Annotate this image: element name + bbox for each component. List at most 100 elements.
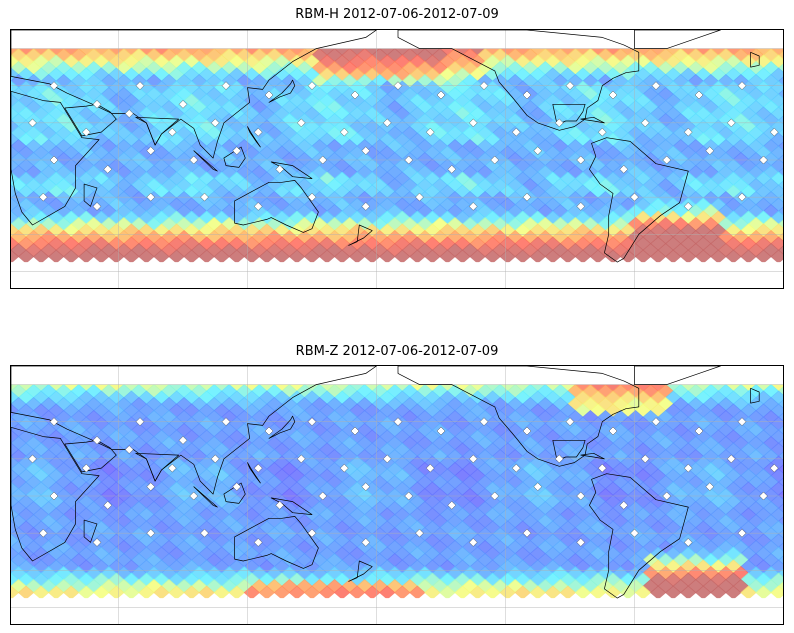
field-cell [522, 47, 539, 63]
station-marker [651, 417, 661, 426]
field-cell [650, 106, 667, 121]
station-marker [479, 81, 489, 90]
field-cell [145, 99, 163, 115]
station-marker [81, 463, 91, 473]
station-marker [726, 118, 736, 128]
field-cell [770, 210, 783, 225]
field-cell [492, 99, 509, 115]
station-marker [49, 491, 59, 501]
field-cell [567, 242, 584, 258]
field-cell [589, 106, 607, 121]
field-cell [371, 242, 388, 258]
field-cell [604, 249, 622, 264]
field-cell [642, 242, 659, 258]
station-marker [146, 528, 156, 538]
field-cell [70, 112, 87, 128]
field-cell [627, 47, 644, 63]
coastline-samerica [589, 137, 689, 263]
station-marker [415, 528, 424, 538]
field-cell [619, 54, 637, 69]
field-cell [770, 80, 783, 95]
field-cell [153, 106, 170, 121]
field-cell [130, 47, 148, 63]
field-cell [416, 99, 433, 115]
field-cell [770, 249, 783, 264]
field-cell [55, 99, 72, 115]
field-cell [386, 242, 403, 258]
field-cell [371, 99, 388, 115]
coastline-madagascar [83, 183, 98, 207]
field-cell [251, 99, 268, 115]
station-marker [640, 454, 650, 464]
station-marker [468, 454, 478, 464]
field-cell [770, 158, 783, 173]
field-cell [424, 249, 441, 264]
station-marker [511, 127, 521, 137]
field-cell [574, 54, 592, 69]
coastline-samerica [589, 473, 689, 599]
field-cell [522, 99, 539, 115]
field-cell [537, 47, 554, 63]
field-cell [770, 507, 783, 522]
field-cell [273, 249, 291, 264]
field-cell [672, 242, 689, 258]
field-cell [612, 47, 629, 63]
field-cell [266, 99, 283, 115]
station-marker [404, 491, 414, 501]
field-cell [710, 106, 727, 121]
coastline-eurasia [11, 30, 377, 159]
field-cell [401, 112, 418, 128]
field-cell [439, 106, 456, 121]
no-data-band-south [11, 598, 783, 624]
field-cell [582, 47, 599, 63]
station-marker [339, 463, 349, 473]
field-cell [522, 242, 539, 258]
station-marker [339, 127, 349, 137]
station-marker [253, 202, 263, 211]
field-cell [702, 242, 719, 258]
station-marker [769, 127, 779, 137]
coastlines [11, 30, 760, 263]
field-cell [469, 249, 486, 264]
field-cell [153, 54, 170, 69]
field-cell [288, 93, 306, 108]
station-marker [296, 454, 306, 464]
field-cell [333, 93, 351, 108]
field-cell [356, 112, 373, 128]
field-layer [11, 41, 783, 264]
field-cell [11, 442, 20, 457]
field-cell [574, 106, 592, 121]
field-cell [567, 99, 584, 115]
field-cell [371, 47, 388, 63]
field-cell [597, 242, 614, 258]
station-marker [436, 426, 446, 436]
field-cell [168, 54, 185, 69]
station-marker [296, 118, 306, 128]
field-cell [529, 106, 546, 121]
field-cell [740, 249, 757, 264]
field-cell [138, 106, 155, 121]
station-marker [135, 417, 145, 426]
station-marker [307, 528, 317, 538]
field-cell [349, 93, 366, 108]
station-marker [490, 155, 500, 165]
field-cell [431, 47, 449, 63]
field-cell [11, 106, 20, 121]
field-cell [318, 54, 336, 69]
station-marker [350, 90, 360, 100]
field-cell [770, 67, 783, 82]
field-cell [379, 106, 396, 121]
field-cell [63, 106, 80, 121]
field-cell [281, 99, 298, 115]
field-cell [702, 112, 719, 128]
field-cell [672, 112, 689, 128]
field-cell [770, 145, 783, 160]
coastline-japan [268, 415, 296, 439]
field-cell [160, 112, 178, 128]
field-cell [672, 47, 689, 63]
station-marker [608, 426, 618, 436]
coastline-africa [11, 426, 100, 562]
coastline-nz [348, 224, 373, 246]
field-cell [221, 242, 238, 258]
field-cell [356, 99, 373, 115]
